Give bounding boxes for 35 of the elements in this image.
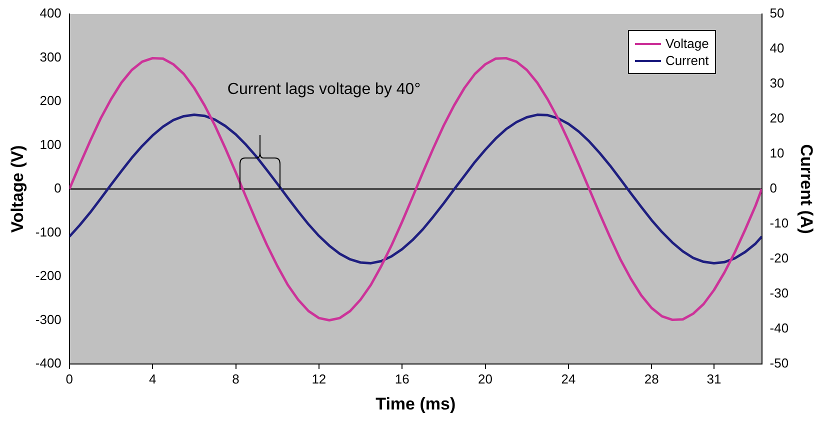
y-tick-label: -200 <box>35 268 62 284</box>
y2-tick-label: -10 <box>770 216 789 231</box>
x-tick-label: 4 <box>148 371 156 386</box>
y2-tick-label: -40 <box>770 320 789 336</box>
y-tick-label: 0 <box>54 180 62 196</box>
y-tick-label: -300 <box>35 312 62 327</box>
y-tick-label: 200 <box>40 93 62 108</box>
x-tick-label: 12 <box>312 371 326 386</box>
y-tick-label: -100 <box>35 224 62 240</box>
x-axis-title: Time (ms) <box>376 394 456 414</box>
legend-label: Current <box>665 53 709 68</box>
x-tick-label: 8 <box>232 371 240 386</box>
annotation: Current lags voltage by 40° <box>227 81 421 98</box>
x-tick-label: 16 <box>394 371 410 386</box>
y-tick-label: 400 <box>40 6 62 21</box>
y-axis-title: Voltage (V) <box>8 145 27 233</box>
y2-tick-label: 40 <box>770 40 784 56</box>
y2-tick-label: -30 <box>770 286 789 301</box>
y-tick-label: 300 <box>40 49 62 64</box>
y2-axis-title: Current (A) <box>797 144 816 234</box>
y2-tick-label: 20 <box>770 110 784 126</box>
y2-tick-label: -50 <box>770 356 789 371</box>
legend-label: Voltage <box>665 36 709 51</box>
x-tick-label: 20 <box>478 371 493 386</box>
y-tick-label: -400 <box>35 356 62 371</box>
x-tick-label: 0 <box>66 371 74 386</box>
y2-tick-label: 30 <box>770 76 784 91</box>
y2-tick-label: 10 <box>770 146 784 161</box>
y2-tick-label: 50 <box>770 6 784 21</box>
x-tick-label: 24 <box>561 371 576 386</box>
y2-tick-label: -20 <box>770 250 789 266</box>
x-tick-label: 31 <box>706 371 722 386</box>
x-tick-label: 28 <box>644 371 659 386</box>
y2-tick-label: 0 <box>770 180 778 196</box>
y-tick-label: 100 <box>40 136 62 152</box>
